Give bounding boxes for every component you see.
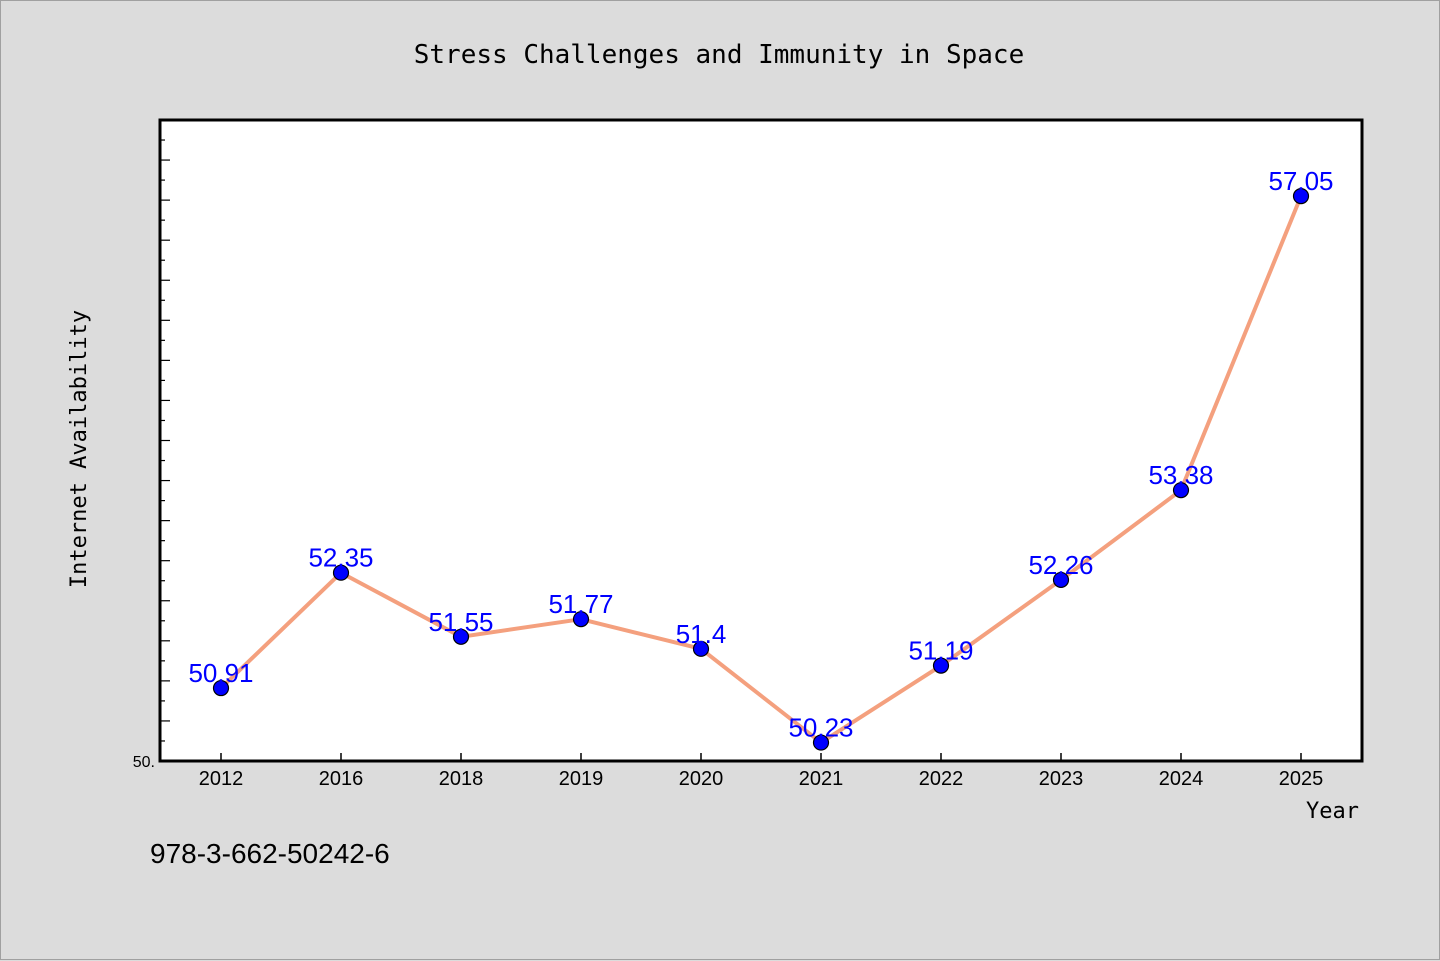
x-tick-label: 2023 [1039,768,1084,790]
data-point [932,657,950,674]
data-label: 50.91 [188,658,253,688]
data-label: 52.35 [308,543,373,573]
data-label: 57.05 [1268,166,1333,196]
plot-area [158,118,1364,763]
data-point [1052,571,1070,589]
data-point [572,611,590,628]
data-point [1172,482,1190,499]
data-point [212,679,230,697]
data-label: 51.77 [548,589,613,619]
data-label: 51.55 [428,607,493,637]
x-tick-label: 2024 [1159,768,1204,790]
data-label: 53.38 [1148,460,1213,490]
y-tick-label: 50. [133,754,155,771]
data-point [332,564,350,581]
data-point [692,640,710,657]
data-label: 52.26 [1028,550,1093,580]
x-tick-label: 2021 [799,768,844,790]
x-tick-label: 2018 [439,768,484,790]
y-axis-ticks [160,119,170,762]
series-layer: 50.91 52.35 51.55 51.77 51.4 50.23 51.19 52.26 5… [188,166,1334,751]
data-label: 51.4 [676,619,727,649]
x-tick-label: 2025 [1279,768,1324,790]
data-label: 50.23 [788,713,853,743]
x-tick-label: 2012 [199,768,244,790]
x-tick-label: 2020 [679,768,724,790]
isbn-annotation: 978-3-662-50242-6 [150,838,390,869]
data-point [812,734,830,751]
x-tick-label: 2022 [919,768,964,790]
x-axis-ticks: 2012 2016 2018 2019 2020 2021 2022 2023 2024 2025 [199,753,1324,790]
x-axis-label: Year [1306,799,1359,824]
data-label: 51.19 [908,636,973,666]
data-point [452,628,470,645]
chart-title: Stress Challenges and Immunity in Space [414,40,1024,70]
x-tick-label: 2016 [319,768,364,790]
data-point [1292,188,1310,205]
y-axis-label: Internet Availability [67,310,92,588]
series-line [219,194,1303,745]
x-tick-label: 2019 [559,768,604,790]
